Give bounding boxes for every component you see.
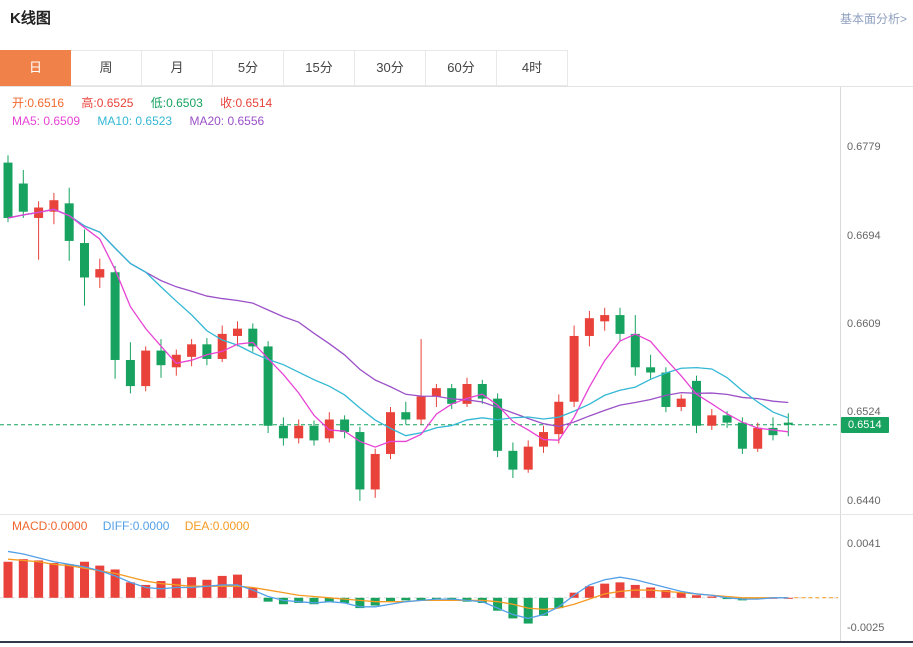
current-price-tag: 0.6514 [841, 417, 889, 433]
price-axis-tick: 0.6694 [847, 230, 881, 242]
high-value: 高:0.6525 [81, 96, 134, 110]
tab-day[interactable]: 日 [0, 50, 71, 86]
price-axis-tick: 0.6440 [847, 495, 881, 507]
close-value: 收:0.6514 [220, 96, 273, 110]
page-title: K线图 [10, 10, 51, 27]
macd-axis-tick: 0.0041 [847, 538, 881, 550]
dea-value: DEA:0.0000 [184, 519, 250, 533]
bottom-border-line [0, 641, 913, 643]
open-value: 开:0.6516 [12, 96, 65, 110]
tab-15min[interactable]: 15分 [284, 50, 355, 86]
price-axis-tick: 0.6524 [847, 406, 881, 418]
macd-info-row: MACD:0.0000 DIFF:0.0000 DEA:0.0000 [12, 519, 261, 533]
ma-info-row: MA5: 0.6509 MA10: 0.6523 MA20: 0.6556 [12, 114, 278, 128]
low-value: 低:0.6503 [150, 96, 203, 110]
macd-axis-tick: -0.0025 [847, 622, 885, 634]
ohlc-info-row: 开:0.6516 高:0.6525 低:0.6503 收:0.6514 [12, 94, 286, 111]
axis-separator-line [840, 87, 841, 641]
tab-4hour[interactable]: 4时 [497, 50, 568, 86]
kline-chart-svg[interactable] [0, 87, 913, 647]
panel-divider-line [0, 514, 913, 515]
ma10-value: MA10: 0.6523 [97, 114, 173, 128]
diff-value: DIFF:0.0000 [102, 519, 170, 533]
tab-30min[interactable]: 30分 [355, 50, 426, 86]
price-axis-tick: 0.6609 [847, 318, 881, 330]
tab-60min[interactable]: 60分 [426, 50, 497, 86]
fundamental-analysis-link[interactable]: 基本面分析> [839, 12, 907, 26]
timeframe-tabs: 日 周 月 5分 15分 30分 60分 4时 [0, 50, 913, 87]
price-axis-tick: 0.6779 [847, 141, 881, 153]
macd-value: MACD:0.0000 [12, 519, 88, 533]
ma5-value: MA5: 0.6509 [12, 114, 81, 128]
tab-5min[interactable]: 5分 [213, 50, 284, 86]
ma20-value: MA20: 0.6556 [189, 114, 265, 128]
tab-week[interactable]: 周 [71, 50, 142, 86]
tab-month[interactable]: 月 [142, 50, 213, 86]
